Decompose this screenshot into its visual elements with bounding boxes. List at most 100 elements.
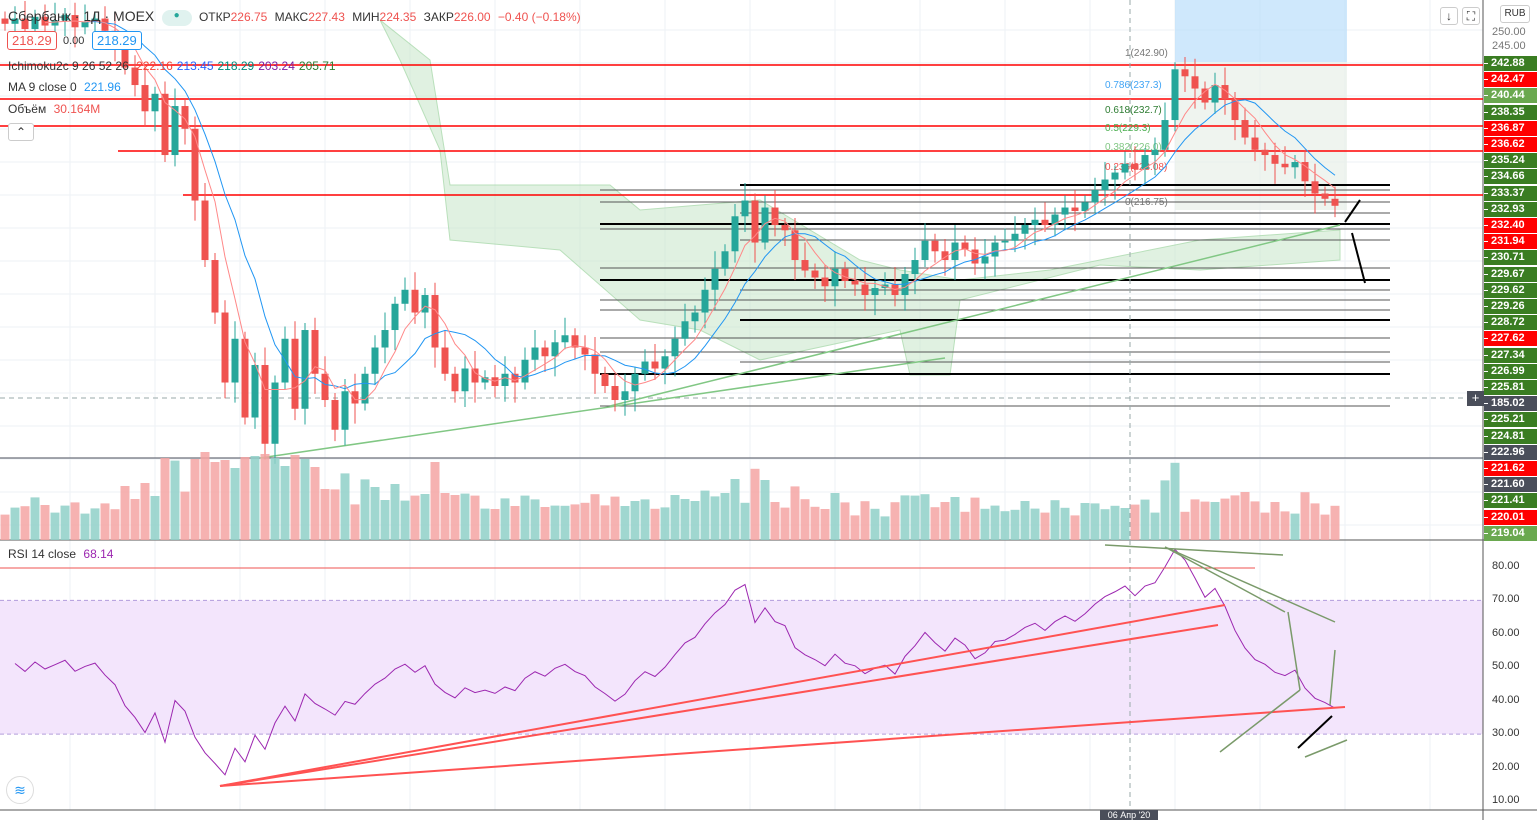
candle	[531, 347, 539, 360]
candle	[1131, 163, 1139, 170]
sell-button[interactable]: 218.29	[7, 31, 57, 50]
price-level-label: 228.72	[1484, 315, 1537, 331]
rsi-tick: 10.00	[1492, 794, 1520, 806]
volume-bar	[990, 505, 1000, 540]
volume-bar	[600, 505, 610, 540]
candle	[791, 230, 799, 261]
arrow-line	[1344, 199, 1361, 223]
collapse-legend-button[interactable]: ⌃	[8, 123, 34, 141]
arrow-line	[1351, 232, 1366, 284]
volume-bar	[410, 495, 420, 540]
volume-bar	[70, 502, 80, 540]
volume-bar	[590, 494, 600, 540]
candle	[641, 361, 649, 374]
volume-bar	[880, 516, 890, 540]
candle	[681, 321, 689, 339]
candle	[921, 240, 929, 261]
ma-line	[84, 20, 1336, 390]
candle	[1091, 190, 1099, 203]
volume-bar	[130, 499, 140, 540]
volume-bar	[50, 512, 60, 540]
volume-bar	[210, 462, 220, 540]
scroll-down-icon[interactable]: ↓	[1440, 7, 1458, 25]
volume-bar	[980, 508, 990, 540]
rsi-tick: 80.00	[1492, 560, 1520, 572]
candle	[201, 200, 209, 261]
candle	[1051, 214, 1059, 226]
candle	[81, 22, 89, 28]
volume-bar	[240, 457, 250, 540]
volume-bar	[270, 458, 280, 540]
currency-button[interactable]: RUB	[1500, 5, 1530, 23]
price-level-label: 225.21	[1484, 412, 1537, 428]
candle	[1281, 163, 1289, 168]
price-level-label: 225.81	[1484, 380, 1537, 395]
volume-bar	[250, 456, 260, 540]
candle	[361, 373, 369, 404]
tradingview-logo-icon[interactable]: ≋	[6, 776, 34, 804]
volume-bar	[550, 505, 560, 540]
ichimoku-cloud	[379, 19, 1341, 376]
candle	[731, 216, 739, 252]
volume-bar	[840, 502, 850, 540]
price-level-label: 227.34	[1484, 347, 1537, 363]
ichimoku-legend[interactable]: Ichimoku2c 9 26 52 26 222.16 213.45 218.29…	[8, 59, 336, 73]
volume-bar	[1170, 462, 1180, 540]
volume-bar	[930, 507, 940, 540]
candle	[541, 347, 549, 357]
volume-bar	[1310, 503, 1320, 540]
volume-bar	[1030, 508, 1040, 540]
volume-bar	[120, 486, 130, 540]
volume-bar	[830, 493, 840, 540]
volume-bar	[870, 508, 880, 540]
crosshair-add-icon[interactable]: +	[1467, 391, 1484, 406]
status-dot-icon: ●	[161, 9, 192, 26]
volume-bar	[30, 497, 40, 540]
candle	[471, 368, 479, 383]
volume-bar	[1220, 498, 1230, 540]
rsi-tick: 20.00	[1492, 760, 1520, 773]
rsi-legend[interactable]: RSI 14 close 68.14	[8, 547, 114, 561]
rsi-trend-line	[219, 706, 1346, 787]
buy-button[interactable]: 218.29	[92, 31, 142, 50]
volume-bar	[1270, 502, 1280, 540]
volume-bar	[320, 489, 330, 540]
candle	[1301, 162, 1309, 182]
candle	[561, 335, 569, 343]
candle	[911, 260, 919, 275]
candle	[251, 365, 259, 418]
candle	[1141, 155, 1149, 170]
volume-legend[interactable]: Объём 30.164M	[8, 102, 101, 116]
candle	[661, 356, 669, 369]
candle	[391, 303, 399, 331]
volume-bar	[340, 473, 350, 540]
arrow-line	[1297, 715, 1333, 749]
volume-bar	[390, 484, 400, 540]
rsi-drawing-line	[1164, 546, 1286, 613]
fullscreen-icon[interactable]: ⛶	[1462, 7, 1480, 25]
volume-bar	[530, 499, 540, 540]
volume-bar	[1250, 501, 1260, 540]
volume-bar	[100, 503, 110, 540]
candle	[351, 391, 359, 404]
volume-bar	[950, 497, 960, 540]
volume-bar	[1210, 502, 1220, 540]
volume-bar	[480, 508, 490, 540]
candle	[1221, 85, 1229, 100]
candle	[1161, 120, 1169, 150]
ma-legend[interactable]: MA 9 close 0 221.96	[8, 80, 121, 94]
price-level-label: 221.41	[1484, 493, 1537, 509]
candle	[11, 18, 19, 24]
candle	[671, 338, 679, 357]
candle	[741, 200, 749, 217]
candle	[1081, 202, 1089, 212]
symbol-legend: Сбербанк · 1Д · MOEX ● ОТКР226.75 МАКС22…	[8, 8, 581, 26]
volume-bar	[80, 513, 90, 540]
volume-bar	[380, 500, 390, 540]
volume-bar	[430, 462, 440, 540]
candle	[101, 18, 109, 31]
volume-bar	[920, 494, 930, 540]
candle	[1271, 155, 1279, 164]
candle	[241, 338, 249, 418]
